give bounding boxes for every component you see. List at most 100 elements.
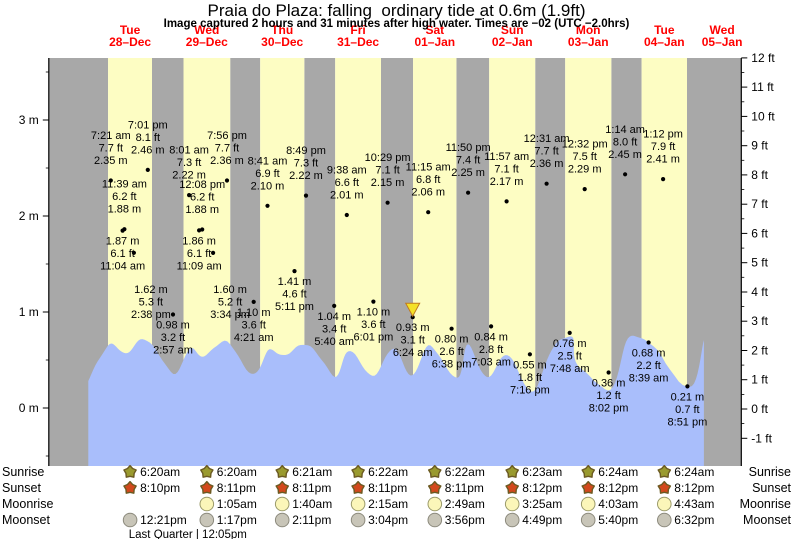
svg-text:2.45 m: 2.45 m xyxy=(608,149,642,161)
svg-text:6:20am: 6:20am xyxy=(140,465,180,479)
svg-text:7.3 ft: 7.3 ft xyxy=(177,157,201,169)
svg-text:8:12pm: 8:12pm xyxy=(522,481,562,495)
svg-text:1:05am: 1:05am xyxy=(217,497,257,511)
svg-text:2 ft: 2 ft xyxy=(751,344,768,358)
svg-text:04–Jan: 04–Jan xyxy=(644,35,685,49)
svg-text:3.1 ft: 3.1 ft xyxy=(400,335,424,347)
svg-text:11:09 am: 11:09 am xyxy=(177,260,222,272)
svg-text:7.7 ft: 7.7 ft xyxy=(534,146,558,158)
svg-text:9:38 am: 9:38 am xyxy=(327,165,367,177)
svg-text:0.7 ft: 0.7 ft xyxy=(675,404,699,416)
svg-text:7.9 ft: 7.9 ft xyxy=(651,141,675,153)
svg-text:3.6 ft: 3.6 ft xyxy=(361,319,385,331)
svg-text:7:48 am: 7:48 am xyxy=(550,363,590,375)
svg-text:10:29 pm: 10:29 pm xyxy=(365,152,411,164)
svg-text:0 m: 0 m xyxy=(19,401,39,415)
svg-text:Moonrise: Moonrise xyxy=(2,497,53,511)
svg-text:6.2 ft: 6.2 ft xyxy=(190,192,214,204)
svg-text:1.86 m: 1.86 m xyxy=(182,235,216,247)
svg-text:0.84 m: 0.84 m xyxy=(474,331,508,343)
svg-text:7.4 ft: 7.4 ft xyxy=(456,155,480,167)
svg-text:8:11pm: 8:11pm xyxy=(368,481,407,495)
svg-text:9 ft: 9 ft xyxy=(751,139,768,153)
svg-text:2.5 ft: 2.5 ft xyxy=(557,350,581,362)
svg-text:11:57 am: 11:57 am xyxy=(484,151,529,163)
svg-text:1 m: 1 m xyxy=(19,305,39,319)
svg-text:0.21 m: 0.21 m xyxy=(671,391,705,403)
svg-text:1.41 m: 1.41 m xyxy=(278,276,312,288)
svg-text:6:01 pm: 6:01 pm xyxy=(354,332,394,344)
svg-text:Image captured 2 hours and 31: Image captured 2 hours and 31 minutes af… xyxy=(164,18,630,30)
svg-text:11:04 am: 11:04 am xyxy=(100,261,145,273)
svg-text:8:41 am: 8:41 am xyxy=(248,155,288,167)
svg-text:02–Jan: 02–Jan xyxy=(492,35,533,49)
svg-text:2.01 m: 2.01 m xyxy=(330,190,364,202)
svg-text:2.06 m: 2.06 m xyxy=(411,187,445,199)
svg-text:1.60 m: 1.60 m xyxy=(213,284,247,296)
svg-text:8 ft: 8 ft xyxy=(751,168,768,182)
svg-text:5.3 ft: 5.3 ft xyxy=(139,296,163,308)
svg-text:2.46 m: 2.46 m xyxy=(131,144,165,156)
svg-text:5:11 pm: 5:11 pm xyxy=(275,301,314,313)
svg-text:Moonset: Moonset xyxy=(743,513,791,527)
svg-text:7.7 ft: 7.7 ft xyxy=(215,143,239,155)
svg-text:8:11pm: 8:11pm xyxy=(217,481,256,495)
svg-text:1.2 ft: 1.2 ft xyxy=(596,390,620,402)
svg-text:1.10 m: 1.10 m xyxy=(237,307,271,319)
svg-text:2.29 m: 2.29 m xyxy=(568,164,602,176)
svg-text:6.1 ft: 6.1 ft xyxy=(187,248,211,260)
svg-text:11:39 am: 11:39 am xyxy=(102,179,147,191)
svg-text:8:11pm: 8:11pm xyxy=(445,481,484,495)
svg-text:6.8 ft: 6.8 ft xyxy=(416,174,440,186)
svg-text:2 m: 2 m xyxy=(19,209,39,223)
svg-text:12:21pm: 12:21pm xyxy=(140,513,187,527)
svg-text:2:15am: 2:15am xyxy=(368,497,408,511)
svg-text:8:10pm: 8:10pm xyxy=(140,481,180,495)
svg-text:10 ft: 10 ft xyxy=(751,109,775,123)
svg-text:4:43am: 4:43am xyxy=(674,497,714,511)
svg-text:6:23am: 6:23am xyxy=(522,465,562,479)
svg-text:1:17pm: 1:17pm xyxy=(217,513,257,527)
svg-text:8:01 am: 8:01 am xyxy=(169,145,209,157)
svg-text:2.15 m: 2.15 m xyxy=(371,177,405,189)
svg-text:6:22am: 6:22am xyxy=(368,465,408,479)
svg-text:2.22 m: 2.22 m xyxy=(289,170,323,182)
svg-text:12:08 pm: 12:08 pm xyxy=(179,179,225,191)
svg-text:6.2 ft: 6.2 ft xyxy=(112,191,136,203)
svg-text:8.1 ft: 8.1 ft xyxy=(136,132,160,144)
svg-text:0.98 m: 0.98 m xyxy=(156,320,190,332)
svg-text:29–Dec: 29–Dec xyxy=(186,35,228,49)
svg-text:3:56pm: 3:56pm xyxy=(445,513,485,527)
svg-text:2.2 ft: 2.2 ft xyxy=(636,360,660,372)
svg-text:1:40am: 1:40am xyxy=(292,497,332,511)
svg-text:1:12 pm: 1:12 pm xyxy=(643,129,683,141)
svg-text:1.88 m: 1.88 m xyxy=(108,204,142,216)
svg-text:12 ft: 12 ft xyxy=(751,51,775,65)
svg-text:5:40 am: 5:40 am xyxy=(314,336,354,348)
svg-text:Sunset: Sunset xyxy=(752,481,791,495)
svg-text:12:32 pm: 12:32 pm xyxy=(562,139,608,151)
svg-text:4:21 am: 4:21 am xyxy=(234,332,274,344)
svg-text:2:57 am: 2:57 am xyxy=(153,345,193,357)
svg-text:01–Jan: 01–Jan xyxy=(414,35,455,49)
svg-text:3.2 ft: 3.2 ft xyxy=(161,332,185,344)
svg-text:0.76 m: 0.76 m xyxy=(553,338,587,350)
svg-text:0.36 m: 0.36 m xyxy=(592,378,626,390)
svg-text:2.35 m: 2.35 m xyxy=(94,155,128,167)
svg-text:31–Dec: 31–Dec xyxy=(337,35,379,49)
svg-text:8:51 pm: 8:51 pm xyxy=(668,416,708,428)
svg-text:3.6 ft: 3.6 ft xyxy=(241,319,265,331)
svg-text:2.36 m: 2.36 m xyxy=(530,158,564,170)
svg-text:4:49pm: 4:49pm xyxy=(522,513,562,527)
svg-text:Moonrise: Moonrise xyxy=(740,497,791,511)
svg-text:05–Jan: 05–Jan xyxy=(702,35,743,49)
svg-text:03–Jan: 03–Jan xyxy=(568,35,609,49)
svg-text:4:03am: 4:03am xyxy=(598,497,638,511)
svg-text:8:11pm: 8:11pm xyxy=(292,481,331,495)
svg-text:0 ft: 0 ft xyxy=(751,402,768,416)
svg-text:1.88 m: 1.88 m xyxy=(185,204,219,216)
svg-text:2.41 m: 2.41 m xyxy=(646,154,680,166)
svg-text:1.87 m: 1.87 m xyxy=(106,236,140,248)
svg-text:8:49 pm: 8:49 pm xyxy=(286,145,326,157)
svg-text:2:11pm: 2:11pm xyxy=(292,513,331,527)
